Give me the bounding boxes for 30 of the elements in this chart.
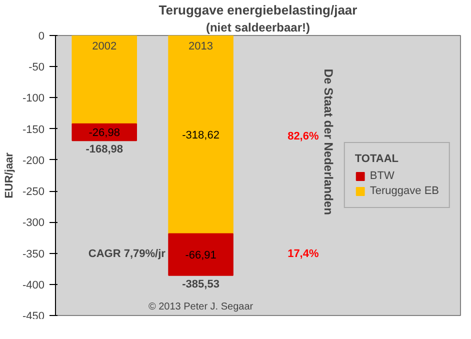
y-axis-title: EUR/jaar: [3, 152, 16, 198]
y-tick-label: -400: [22, 279, 45, 292]
x-tick-label: 2013: [188, 40, 214, 52]
text: De Staat der Nederlanden: [322, 68, 336, 215]
chart-title: Teruggave energiebelasting/jaar: [158, 2, 358, 18]
chart-subtitle: (niet saldeerbaar!): [206, 20, 310, 34]
y-tick-label: 0: [38, 30, 45, 42]
data-label: -26,98: [88, 127, 120, 140]
annotation: © 2013 Peter J. Segaar: [148, 302, 254, 312]
annotation: CAGR 7,79%/jr: [88, 248, 166, 260]
legend-label: BTW: [370, 170, 394, 182]
y-tick-label: -250: [22, 186, 45, 198]
y-tick-label: -350: [22, 248, 45, 260]
y-tick-label: -50: [28, 62, 45, 74]
text: 82,6%: [288, 130, 319, 142]
legend-label: Teruggave EB: [370, 185, 439, 197]
bar: [72, 36, 137, 124]
y-tick-label: -150: [22, 124, 45, 136]
bar: [168, 36, 234, 234]
y-tick-label: -100: [22, 92, 45, 105]
annotation: -385,53: [182, 278, 220, 290]
bar: [168, 233, 234, 276]
x-tick-label: 2002: [92, 40, 117, 52]
data-label: -318,62: [182, 130, 220, 142]
legend-title: TOTAAL: [354, 153, 400, 165]
y-tick-label: -200: [22, 154, 45, 167]
data-label: -66,91: [185, 250, 216, 262]
text: 17,4%: [288, 248, 319, 260]
y-tick-label: -300: [22, 217, 45, 230]
annotation: -168,98: [86, 144, 124, 156]
